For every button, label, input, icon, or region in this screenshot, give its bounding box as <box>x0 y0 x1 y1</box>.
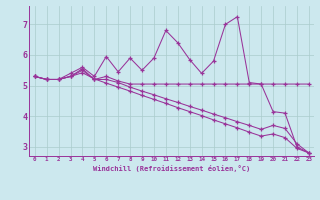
X-axis label: Windchill (Refroidissement éolien,°C): Windchill (Refroidissement éolien,°C) <box>92 165 250 172</box>
